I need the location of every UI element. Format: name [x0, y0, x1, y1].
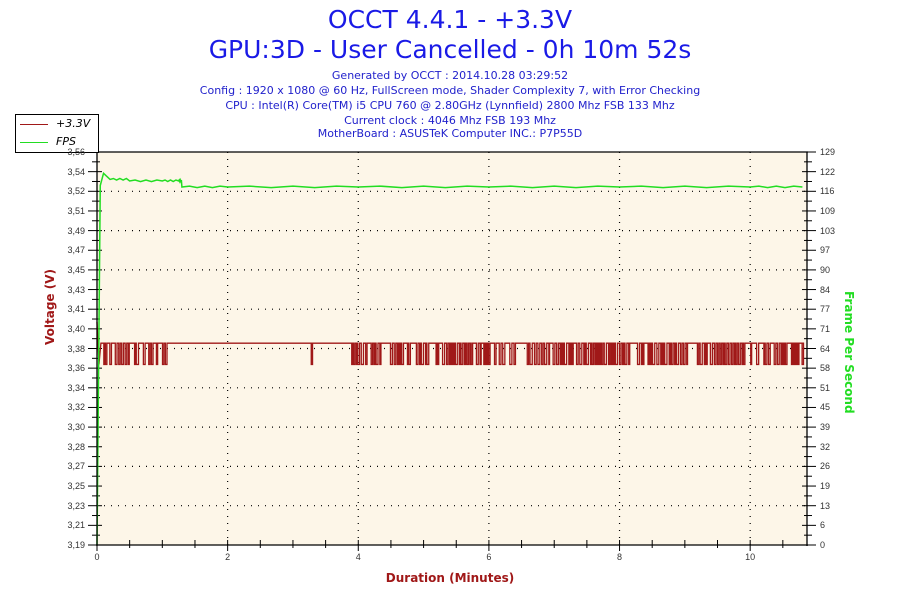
- chart-subtitle: GPU:3D - User Cancelled - 0h 10m 52s: [208, 35, 692, 64]
- y2-tick-label: 64: [820, 343, 831, 354]
- config-info: Config : 1920 x 1080 @ 60 Hz, FullScreen…: [199, 84, 701, 97]
- y-tick-label: 3,51: [67, 205, 85, 216]
- y-tick-label: 3,36: [67, 363, 85, 374]
- y-tick-label: 3,38: [67, 343, 85, 354]
- y-tick-label: 3,47: [67, 245, 85, 256]
- y-tick-label: 3,41: [67, 304, 85, 315]
- y2-tick-label: 51: [820, 382, 831, 393]
- legend-item-voltage: +3.3V: [16, 116, 98, 132]
- clock-info: Current clock : 4046 Mhz FSB 193 Mhz: [344, 114, 556, 127]
- y2-axis-label: Frame Per Second: [842, 291, 856, 414]
- y2-tick-label: 6: [820, 520, 826, 531]
- y2-tick-label: 77: [820, 304, 831, 315]
- y-tick-label: 3,19: [67, 540, 85, 550]
- y2-tick-label: 103: [820, 225, 836, 236]
- y-tick-label: 3,43: [67, 284, 85, 295]
- y2-tick-label: 39: [820, 422, 831, 433]
- voltage-swatch-icon: [20, 124, 48, 125]
- y2-tick-label: 13: [820, 500, 831, 511]
- legend-label-fps: FPS: [56, 135, 76, 148]
- motherboard-info: MotherBoard : ASUSTeK Computer INC.: P7P…: [317, 127, 583, 140]
- legend-item-fps: FPS: [16, 134, 98, 150]
- y2-tick-label: 109: [820, 205, 836, 216]
- y-axis-label: Voltage (V): [43, 269, 57, 345]
- cpu-info: CPU : Intel(R) Core(TM) i5 CPU 760 @ 2.8…: [225, 99, 675, 112]
- x-tick-label: 10: [745, 552, 756, 562]
- generated-info: Generated by OCCT : 2014.10.28 03:29:52: [331, 69, 569, 82]
- y-tick-label: 3,54: [67, 166, 85, 177]
- y2-tick-label: 58: [820, 363, 831, 374]
- legend-label-voltage: +3.3V: [56, 117, 91, 130]
- chart-title: OCCT 4.4.1 - +3.3V: [327, 5, 573, 34]
- y2-tick-label: 32: [820, 441, 831, 452]
- y-tick-label: 3,27: [67, 461, 85, 472]
- y2-tick-label: 45: [820, 402, 831, 413]
- x-tick-label: 4: [355, 552, 361, 562]
- y-tick-label: 3,40: [67, 323, 85, 334]
- y2-tick-label: 122: [820, 166, 836, 177]
- x-tick-label: 8: [617, 552, 623, 562]
- x-axis-label: Duration (Minutes): [385, 571, 515, 585]
- y2-tick-label: 0: [820, 540, 826, 550]
- y-tick-label: 3,52: [67, 186, 85, 197]
- y-tick-label: 3,32: [67, 402, 85, 413]
- x-tick-label: 0: [94, 552, 100, 562]
- x-tick-label: 6: [486, 552, 492, 562]
- x-tick-label: 2: [225, 552, 231, 562]
- y2-tick-label: 84: [820, 284, 831, 295]
- y2-tick-label: 116: [820, 186, 835, 197]
- y2-tick-label: 19: [820, 481, 831, 492]
- y-tick-label: 3,34: [67, 382, 85, 393]
- y2-tick-label: 26: [820, 461, 831, 472]
- y-tick-label: 3,28: [67, 441, 85, 452]
- y-tick-label: 3,45: [67, 264, 85, 275]
- y-tick-label: 3,30: [67, 422, 85, 433]
- y2-tick-label: 129: [820, 147, 836, 157]
- y-tick-label: 3,25: [67, 481, 85, 492]
- y-tick-label: 3,21: [67, 520, 85, 531]
- legend: +3.3V FPS: [15, 114, 99, 153]
- fps-swatch-icon: [20, 142, 48, 143]
- y2-tick-label: 71: [820, 323, 831, 334]
- y-tick-label: 3,23: [67, 500, 85, 511]
- y2-tick-label: 90: [820, 264, 831, 275]
- y-tick-label: 3,56: [67, 147, 85, 157]
- y-tick-label: 3,49: [67, 225, 85, 236]
- y2-tick-label: 97: [820, 245, 831, 256]
